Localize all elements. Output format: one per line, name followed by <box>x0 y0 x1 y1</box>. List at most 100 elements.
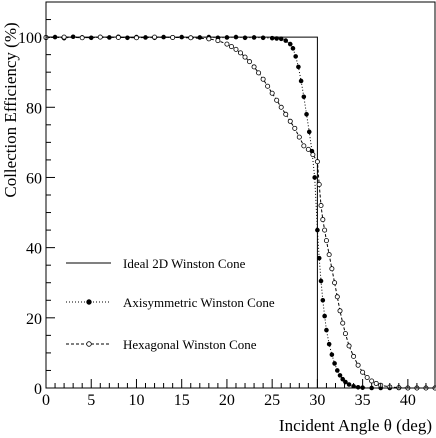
data-point <box>97 34 103 40</box>
series-1 <box>43 34 436 391</box>
data-point <box>351 353 357 359</box>
data-point <box>274 36 279 41</box>
series-2 <box>43 34 436 391</box>
data-point <box>206 36 212 42</box>
data-point <box>342 331 348 337</box>
data-point <box>278 104 284 110</box>
data-point <box>115 34 121 40</box>
series-line <box>46 36 435 389</box>
x-tick-label: 15 <box>174 392 190 409</box>
data-point <box>215 38 221 44</box>
data-point <box>247 59 253 65</box>
data-point <box>290 46 296 51</box>
data-point <box>318 203 324 209</box>
y-tick-label: 80 <box>26 100 42 117</box>
y-tick-label: 100 <box>18 30 42 47</box>
y-tick-label: 20 <box>26 311 42 328</box>
y-axis-label: Collection Efficiency (%) <box>1 22 20 197</box>
data-point <box>70 34 76 40</box>
data-point <box>324 327 329 333</box>
data-point <box>61 34 67 40</box>
series-0 <box>46 36 435 389</box>
data-point <box>355 384 361 390</box>
data-point <box>242 35 248 41</box>
data-point <box>318 278 324 284</box>
data-point <box>332 280 338 286</box>
data-point <box>314 159 320 165</box>
data-point <box>343 379 348 385</box>
data-point <box>251 64 257 70</box>
data-point <box>233 34 239 40</box>
data-point <box>332 361 337 366</box>
data-point <box>224 41 230 47</box>
data-point <box>188 35 194 41</box>
x-tick-label: 25 <box>264 392 280 409</box>
data-point <box>265 83 271 89</box>
data-point <box>293 54 298 59</box>
data-point <box>373 380 379 386</box>
data-point <box>301 143 307 149</box>
data-point <box>133 35 139 41</box>
data-point <box>287 118 293 124</box>
data-point <box>346 343 352 349</box>
legend: Ideal 2D Winston Cone Axisymmetric Winsto… <box>66 256 275 352</box>
data-point <box>329 266 335 272</box>
data-point <box>320 217 326 223</box>
series-line <box>45 36 435 389</box>
x-tick-label: 5 <box>87 392 95 409</box>
data-point <box>323 238 329 244</box>
data-point <box>224 35 230 40</box>
plot-frame <box>45 1 436 389</box>
data-point <box>292 125 298 131</box>
data-point <box>360 369 366 375</box>
data-point <box>237 50 243 56</box>
y-tick-label: 60 <box>26 170 42 187</box>
data-point <box>260 76 266 82</box>
x-tick-label: 30 <box>309 392 325 409</box>
data-point <box>337 308 343 314</box>
data-point <box>278 36 284 42</box>
data-point <box>304 111 309 117</box>
data-point <box>334 294 340 300</box>
data-point <box>322 227 328 233</box>
data-point <box>233 46 239 52</box>
data-point <box>283 38 289 43</box>
data-point <box>256 70 262 76</box>
data-point <box>79 35 85 41</box>
legend-label: Ideal 2D Winston Cone <box>123 256 246 271</box>
data-point <box>260 35 266 41</box>
data-point <box>269 35 275 41</box>
legend-label: Axisymmetric Winston Cone <box>123 295 275 310</box>
data-point <box>306 129 312 135</box>
x-tick-label: 10 <box>128 392 144 409</box>
data-point <box>320 297 326 303</box>
data-point <box>310 152 316 158</box>
data-point <box>312 175 317 180</box>
data-point <box>316 255 322 261</box>
data-point <box>329 352 335 357</box>
plot-data-layer <box>43 34 436 391</box>
data-point <box>287 41 293 47</box>
data-point <box>242 54 248 60</box>
legend-swatch-marker <box>86 341 92 347</box>
data-point <box>340 320 346 326</box>
data-point <box>326 252 332 258</box>
data-point <box>269 90 275 96</box>
data-point <box>170 34 176 40</box>
y-tick-label: 40 <box>26 241 42 258</box>
data-point <box>283 111 289 117</box>
data-point <box>337 373 343 378</box>
data-point <box>274 97 280 103</box>
data-point <box>152 34 158 40</box>
data-point <box>296 134 302 140</box>
x-tick-label: 20 <box>219 392 235 409</box>
y-tick-label: 0 <box>34 381 42 398</box>
data-point <box>298 78 304 84</box>
x-tick-label: 35 <box>355 392 371 409</box>
series-line <box>45 36 435 389</box>
data-point <box>179 34 184 40</box>
data-point <box>228 44 234 50</box>
x-tick-label: 0 <box>42 392 50 409</box>
data-point <box>316 181 322 187</box>
